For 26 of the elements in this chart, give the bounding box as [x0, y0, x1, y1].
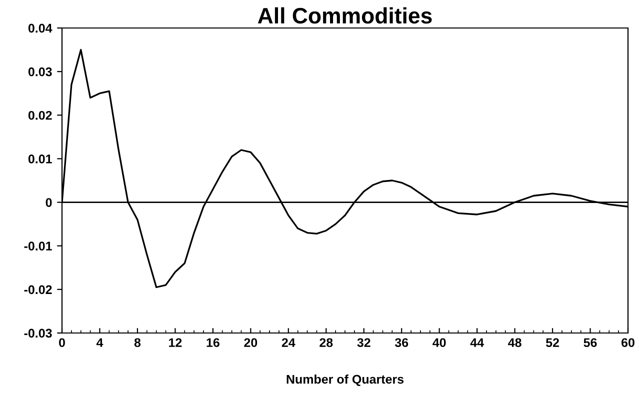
y-tick-label: -0.03 — [24, 328, 52, 338]
x-tick-label: 8 — [134, 338, 141, 348]
x-tick-label: 40 — [432, 338, 446, 348]
y-tick-label: 0 — [46, 198, 52, 207]
y-tick-label: 0.03 — [28, 67, 52, 76]
x-tick-label: 36 — [394, 338, 408, 348]
y-tick-label: 0.02 — [28, 110, 52, 120]
y-tick-label: 0.04 — [28, 24, 52, 33]
x-tick-label: 12 — [169, 338, 182, 347]
x-tick-label: 44 — [470, 338, 484, 347]
chart-title: All Commodities — [258, 7, 432, 24]
x-tick-label: 60 — [622, 338, 634, 348]
x-tick-label: 32 — [357, 338, 370, 348]
y-tick-label: 0.01 — [28, 154, 52, 164]
x-tick-label: 4 — [96, 338, 104, 347]
x-tick-label: 52 — [546, 338, 559, 348]
x-tick-label: 56 — [584, 338, 597, 348]
y-tick-label: -0.01 — [24, 242, 52, 251]
x-tick-label: 20 — [244, 338, 258, 348]
x-tick-label: 24 — [282, 338, 296, 347]
x-tick-label: 48 — [508, 338, 522, 348]
x-tick-label: 28 — [320, 338, 333, 348]
y-tick-label: -0.02 — [24, 285, 52, 294]
x-tick-label: 0 — [59, 338, 65, 348]
x-tick-label: 16 — [206, 338, 220, 348]
x-axis-title: Number of Quarters — [286, 374, 404, 386]
